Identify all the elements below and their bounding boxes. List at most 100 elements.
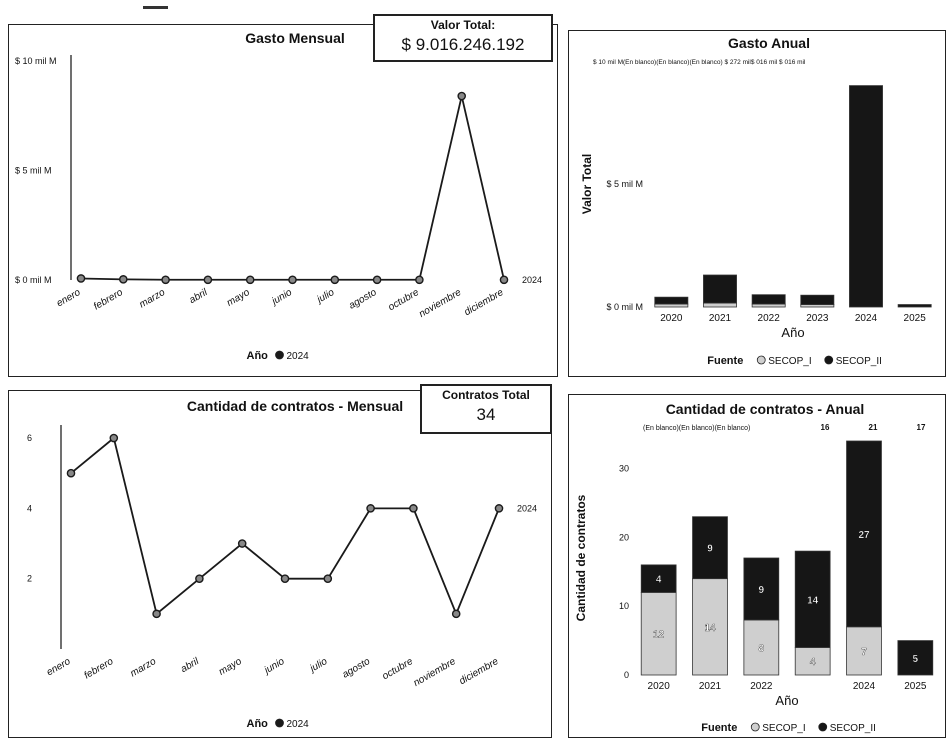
contratos-total-label: Contratos Total [442, 388, 530, 402]
data-label: 4 [810, 657, 816, 668]
bar-secop_ii-2020 [640, 564, 677, 593]
bar-secop_ii-2024 [846, 440, 882, 628]
bar-secop_i-2021 [703, 302, 737, 308]
x-tick-label: 2021 [709, 313, 732, 324]
series-end-label: 2024 [522, 275, 542, 285]
data-label: 7 [861, 647, 867, 658]
chart-title: Gasto Anual [728, 35, 810, 51]
data-label: 4 [656, 575, 662, 586]
bar-secop_ii-2025 [897, 304, 932, 308]
y-tick-label: 30 [619, 464, 629, 474]
bar-secop_i-2020 [640, 592, 677, 676]
x-tick-label: febrero [92, 287, 125, 313]
x-tick-label: 2022 [758, 313, 781, 324]
data-point [451, 609, 461, 619]
data-label: 27 [858, 530, 870, 541]
x-tick-label: 2021 [699, 681, 722, 692]
y-tick-label: $ 10 mil M [15, 56, 57, 66]
contratos-total-card: Contratos Total 34 [420, 384, 552, 434]
legend-item-secop_i: SECOP_I [768, 356, 811, 367]
x-tick-label: 2025 [904, 313, 927, 324]
series-end-label: 2024 [517, 503, 537, 513]
data-point [119, 275, 128, 284]
data-point [288, 275, 297, 285]
y-tick-label: $ 5 mil M [15, 166, 52, 176]
data-point [66, 468, 76, 478]
legend-item-secop_ii: SECOP_II [836, 356, 882, 367]
chart-title: Gasto Mensual [245, 30, 345, 46]
x-tick-label: diciembre [462, 287, 505, 318]
legend-marker-secop_i [756, 355, 766, 365]
data-label: 12 [653, 630, 665, 641]
gasto-anual-chart: Gasto Anual $ 10 mil M(En blanco)(En blan… [580, 35, 932, 367]
y-tick-label: 4 [27, 503, 32, 513]
x-tick-label: 2020 [648, 681, 671, 692]
data-point [494, 504, 504, 513]
gasto-mensual-chart: Gasto Mensual $ 0 mil M $ 5 mil M $ 10 mil … [15, 30, 542, 362]
data-label: 8 [759, 643, 765, 654]
valor-total-value: $ 9.016.246.192 [401, 35, 525, 54]
bar-secop_ii-x [794, 550, 831, 648]
bar-secop_ii-2022 [743, 557, 780, 621]
data-point [323, 574, 333, 583]
top-label: 21 [869, 423, 878, 432]
top-label: 16 [821, 423, 830, 432]
bar-secop_i-2021 [692, 578, 728, 676]
x-tick-label: julio [307, 656, 330, 676]
contratos-anual-chart: Cantidad de contratos - Anual (En blanco)… [574, 401, 934, 734]
series-line-2024 [80, 95, 505, 281]
data-point [372, 275, 382, 285]
chart-title: Cantidad de contratos - Mensual [187, 398, 403, 414]
bar-secop_i-2020 [654, 303, 689, 308]
data-point [366, 504, 375, 513]
y-tick-label: 10 [619, 601, 629, 611]
contratos-mensual-chart: Cantidad de contratos - Mensual 2 4 6 2024 en… [27, 398, 537, 730]
data-point [457, 91, 467, 101]
data-label: 9 [707, 544, 713, 555]
contratos-anual-panel: Cantidad de contratos - Anual (En blanco)… [568, 394, 946, 738]
legend-item-secop_i: SECOP_I [762, 723, 805, 734]
x-tick-label: mayo [217, 656, 244, 678]
data-label: 14 [807, 595, 819, 606]
y-tick-label: $ 5 mil M [606, 179, 643, 189]
data-point [161, 275, 170, 285]
legend-marker-secop_i [750, 722, 760, 732]
legend-marker-secop_ii [818, 722, 828, 732]
data-point [409, 504, 418, 513]
legend-marker-2024 [275, 350, 284, 360]
bar-secop_ii-2025 [897, 640, 934, 676]
data-point [245, 275, 255, 285]
data-point [280, 574, 290, 583]
x-axis-title: Año [775, 693, 798, 708]
data-label: 14 [704, 623, 716, 634]
gasto-anual-panel: Gasto Anual $ 10 mil M(En blanco)(En blan… [568, 30, 946, 377]
y-tick-label: $ 0 mil M [15, 275, 52, 285]
top-label: 17 [917, 423, 926, 432]
chart-subtitle: (En blanco)(En blanco)(En blanco) [643, 425, 750, 432]
x-tick-label: agosto [347, 287, 379, 312]
x-tick-label: junio [261, 656, 287, 677]
legend-title: Fuente [707, 355, 743, 367]
valor-total-card: Valor Total: $ 9.016.246.192 [373, 14, 553, 62]
data-point [195, 574, 204, 583]
bar-secop_i-2022 [743, 619, 780, 676]
bar-secop_ii-2023 [800, 294, 835, 305]
x-tick-label: abril [179, 656, 202, 675]
bar-secop_ii-2022 [751, 294, 786, 305]
top-decoration-mark [143, 6, 168, 9]
legend-marker-secop_ii [824, 355, 834, 365]
chart-subtitle: $ 10 mil M(En blanco)(En blanco)(En blan… [593, 59, 806, 66]
x-tick-label: 2023 [806, 313, 829, 324]
x-tick-label: junio [268, 287, 294, 308]
x-tick-label: noviembre [412, 656, 458, 689]
valor-total-label: Valor Total: [430, 18, 496, 32]
x-tick-label: marzo [129, 656, 159, 680]
x-tick-label: 2020 [660, 313, 683, 324]
y-axis-title: Valor Total [580, 154, 594, 214]
y-tick-label: 20 [619, 532, 629, 542]
y-tick-label: $ 0 mil M [606, 302, 643, 312]
series-line-2024 [70, 436, 500, 617]
y-tick-label: 0 [624, 670, 629, 680]
x-tick-label: abril [188, 287, 211, 306]
legend-title: Fuente [701, 722, 737, 734]
